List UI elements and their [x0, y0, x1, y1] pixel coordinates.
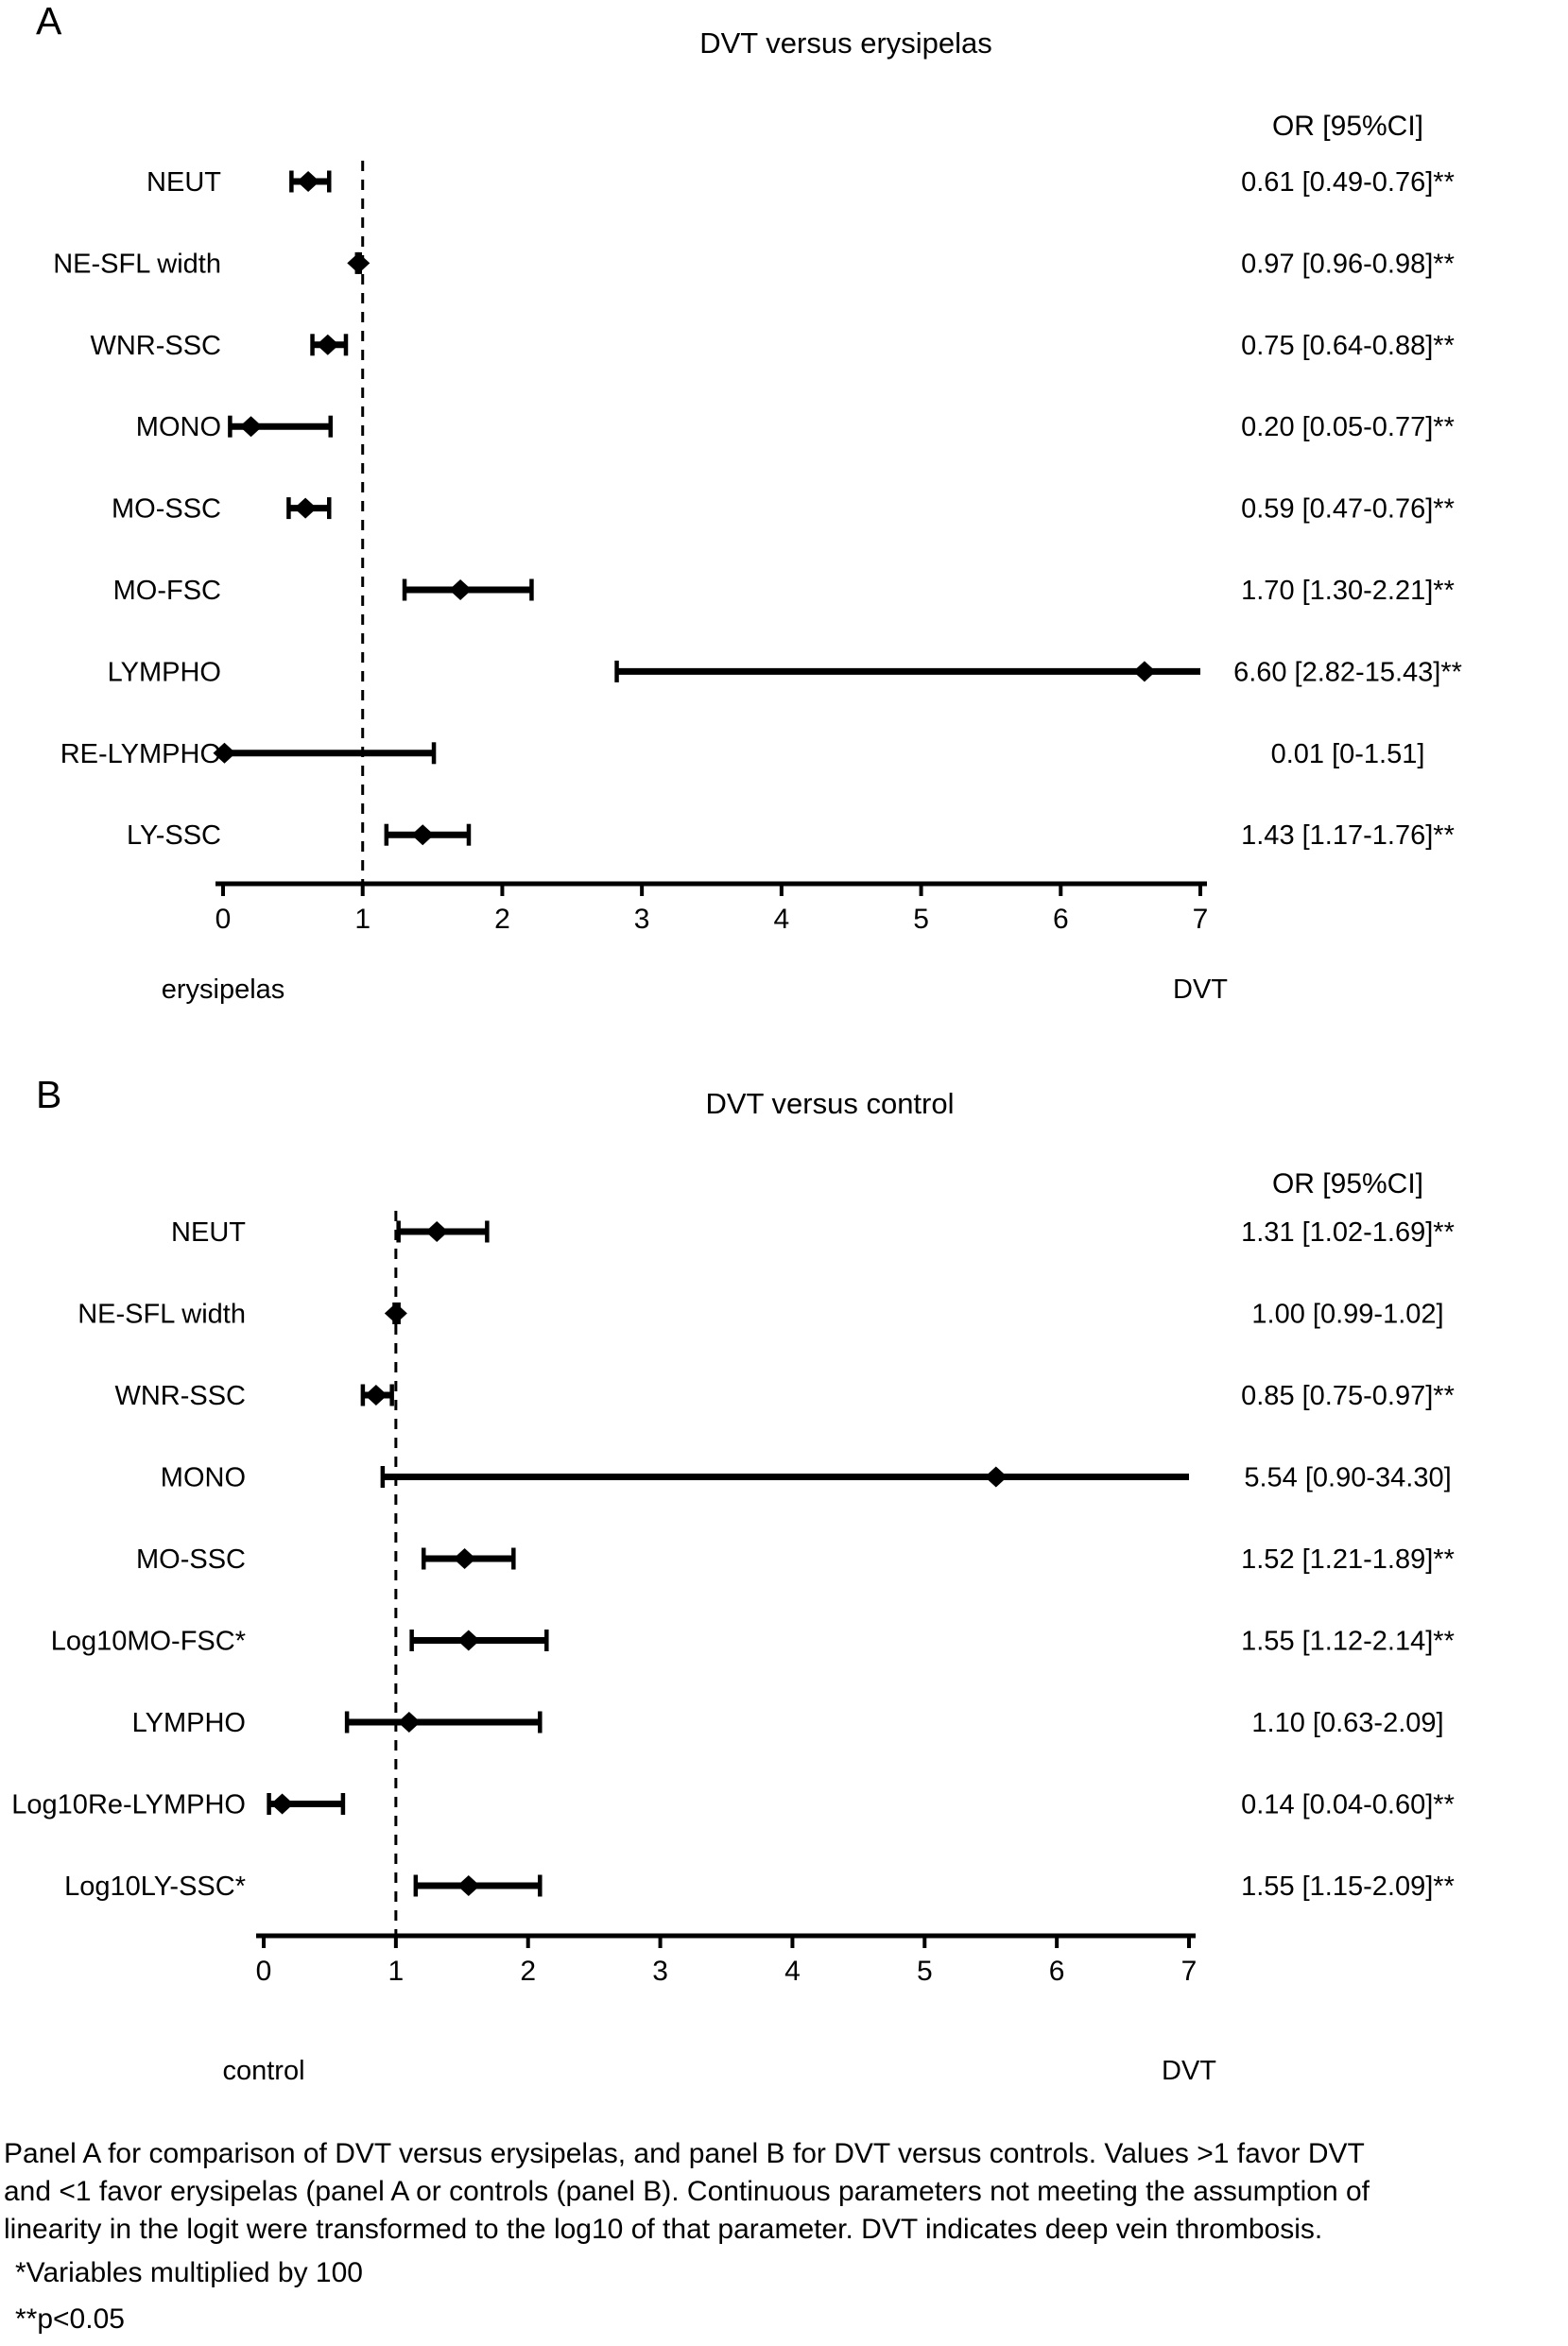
row-label: NEUT [146, 167, 221, 198]
or-value: 0.97 [0.96-0.98]** [1241, 249, 1455, 279]
row-label: RE-LYMPHO [60, 739, 221, 769]
favors-left-label: erysipelas [162, 975, 285, 1005]
row-label: MO-SSC [136, 1544, 246, 1575]
or-value: 0.20 [0.05-0.77]** [1241, 412, 1455, 442]
favors-right-label: DVT [1162, 2056, 1216, 2086]
row-label: MO-SSC [112, 494, 221, 525]
or-value: 0.61 [0.49-0.76]** [1241, 167, 1455, 198]
row-label: MONO [136, 412, 221, 442]
x-axis-tick-label: 7 [1181, 1956, 1198, 1987]
or-diamond [457, 1875, 480, 1896]
or-diamond [453, 1548, 476, 1569]
x-axis-tick-label: 7 [1193, 904, 1209, 935]
or-diamond [425, 1221, 449, 1242]
row-label: Log10Re-LYMPHO [11, 1790, 246, 1820]
panel-letter: B [36, 1073, 61, 1116]
panel-a-forest-plot: A DVT versus erysipelas OR [95%CI] NEUT 0.61… [36, 0, 1462, 1005]
panel-letter: A [36, 0, 62, 43]
or-diamond [297, 171, 320, 192]
x-axis-tick-label: 1 [388, 1956, 405, 1987]
or-diamond [347, 252, 370, 274]
caption-footnote-variables: *Variables multiplied by 100 [15, 2257, 363, 2288]
or-value: 0.59 [0.47-0.76]** [1241, 494, 1455, 525]
row-label: NE-SFL width [78, 1300, 246, 1330]
row-label: MO-FSC [113, 576, 221, 606]
x-axis-tick-label: 4 [774, 904, 790, 935]
or-diamond [457, 1630, 480, 1651]
or-diamond [1132, 661, 1156, 682]
or-ci-header: OR [95%CI] [1272, 111, 1423, 142]
panel-b-forest-plot: B DVT versus control OR [95%CI] NEUT 1.31 [1… [11, 1073, 1455, 2086]
row-label: NEUT [171, 1217, 246, 1248]
or-diamond [316, 334, 339, 355]
or-value: 5.54 [0.90-34.30] [1244, 1463, 1451, 1493]
or-value: 1.52 [1.21-1.89]** [1241, 1544, 1455, 1575]
or-value: 0.01 [0-1.51] [1271, 739, 1425, 769]
row-label: Log10LY-SSC* [64, 1872, 246, 1902]
or-diamond [364, 1385, 388, 1406]
or-diamond [397, 1712, 421, 1733]
or-value: 1.55 [1.12-2.14]** [1241, 1627, 1455, 1657]
caption-line: Panel A for comparison of DVT versus ery… [4, 2138, 1365, 2169]
or-value: 1.70 [1.30-2.21]** [1241, 576, 1455, 606]
x-axis-tick-label: 4 [784, 1956, 801, 1987]
or-diamond [411, 824, 435, 846]
favors-left-label: control [222, 2056, 304, 2086]
or-diamond [270, 1793, 294, 1815]
panel-title: DVT versus erysipelas [699, 26, 992, 60]
row-label: LYMPHO [132, 1708, 246, 1738]
or-value: 1.00 [0.99-1.02] [1251, 1300, 1443, 1330]
or-value: 1.55 [1.15-2.09]** [1241, 1872, 1455, 1902]
or-diamond [213, 742, 236, 764]
or-value: 1.10 [0.63-2.09] [1251, 1708, 1443, 1738]
caption-footnote-pvalue: **p<0.05 [15, 2303, 125, 2335]
x-axis-tick-label: 6 [1053, 904, 1069, 935]
x-axis-tick-label: 2 [494, 904, 510, 935]
or-value: 6.60 [2.82-15.43]** [1233, 657, 1462, 687]
x-axis-tick-label: 0 [215, 904, 232, 935]
or-diamond [984, 1466, 1008, 1488]
or-diamond [294, 497, 318, 519]
or-value: 0.14 [0.04-0.60]** [1241, 1790, 1455, 1820]
or-diamond [449, 579, 473, 600]
x-axis-tick-label: 5 [917, 1956, 933, 1987]
row-label: NE-SFL width [53, 249, 221, 279]
caption-line: and <1 favor erysipelas (panel A or cont… [4, 2176, 1370, 2207]
or-value: 0.85 [0.75-0.97]** [1241, 1381, 1455, 1411]
x-axis-tick-label: 1 [354, 904, 370, 935]
row-label: Log10MO-FSC* [51, 1627, 246, 1657]
or-value: 1.43 [1.17-1.76]** [1241, 820, 1455, 851]
caption-line: linearity in the logit were transformed … [4, 2214, 1323, 2245]
x-axis-tick-label: 6 [1049, 1956, 1065, 1987]
row-label: LY-SSC [127, 820, 221, 851]
x-axis-tick-label: 3 [652, 1956, 668, 1987]
x-axis-tick-label: 0 [256, 1956, 272, 1987]
x-axis-tick-label: 5 [913, 904, 929, 935]
row-label: MONO [161, 1463, 246, 1493]
or-ci-header: OR [95%CI] [1272, 1168, 1423, 1199]
row-label: WNR-SSC [90, 331, 221, 361]
or-value: 1.31 [1.02-1.69]** [1241, 1217, 1455, 1248]
x-axis-tick-label: 3 [634, 904, 650, 935]
or-value: 0.75 [0.64-0.88]** [1241, 331, 1455, 361]
figure-caption: Panel A for comparison of DVT versus ery… [4, 2135, 1565, 2338]
favors-right-label: DVT [1173, 975, 1228, 1005]
or-diamond [384, 1302, 407, 1324]
or-diamond [239, 416, 263, 438]
x-axis-tick-label: 2 [520, 1956, 536, 1987]
row-label: LYMPHO [108, 657, 221, 687]
row-label: WNR-SSC [114, 1381, 246, 1411]
panel-title: DVT versus control [705, 1087, 954, 1120]
